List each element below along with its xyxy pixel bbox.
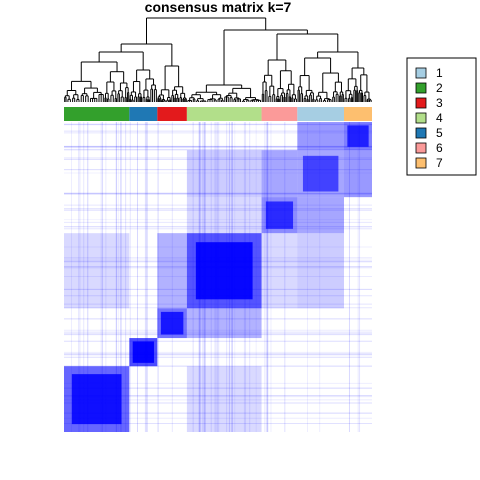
legend-label-2: 2 [436, 81, 443, 95]
legend-swatch-4 [415, 112, 427, 124]
legend-label-4: 4 [436, 111, 443, 125]
link-cell-4-6-t [186, 197, 262, 234]
legend-swatch-3 [415, 97, 427, 109]
link-cell-6-1-t [261, 150, 298, 198]
link-cell-2-4 [186, 366, 262, 432]
cluster-core-6 [265, 201, 294, 229]
link-cell-3-4 [186, 308, 262, 339]
legend-label-6: 6 [436, 141, 443, 155]
class-bar-segment-1 [297, 107, 344, 121]
link-cell-6-1 [297, 197, 344, 234]
cluster-core-2 [71, 374, 122, 425]
link-cell-4-1-t [186, 150, 262, 198]
cluster-core-3 [160, 311, 184, 335]
class-annotation-bar [64, 107, 372, 121]
class-bar-segment-4 [186, 107, 262, 121]
consensus-matrix [64, 122, 372, 432]
cluster-core-1 [302, 155, 339, 192]
class-bar-segment-5 [129, 107, 158, 121]
legend-label-3: 3 [436, 96, 443, 110]
link-cell-1-7 [344, 150, 372, 198]
legend-swatch-2 [415, 82, 427, 94]
link-cell-4-1 [297, 233, 344, 309]
class-bar-segment-2 [64, 107, 130, 121]
class-bar-segment-6 [261, 107, 298, 121]
legend-swatch-7 [415, 157, 427, 169]
cluster-core-7 [347, 125, 369, 147]
link-cell-2-4-t [64, 233, 130, 309]
class-bar-segment-7 [344, 107, 372, 121]
legend-label-1: 1 [436, 66, 443, 80]
legend-swatch-1 [415, 67, 427, 79]
chart-title: consensus matrix k=7 [145, 0, 292, 15]
legend-label-5: 5 [436, 126, 443, 140]
class-bar-segment-3 [157, 107, 187, 121]
legend-swatch-6 [415, 142, 427, 154]
legend-label-7: 7 [436, 156, 443, 170]
link-cell-3-4-t [157, 233, 187, 309]
link-cell-1-7-t [297, 122, 344, 151]
cluster-core-4 [195, 242, 253, 300]
legend-swatch-5 [415, 127, 427, 139]
dendrogram [64, 17, 372, 102]
link-cell-4-6 [261, 233, 298, 309]
cluster-core-5 [132, 341, 154, 363]
